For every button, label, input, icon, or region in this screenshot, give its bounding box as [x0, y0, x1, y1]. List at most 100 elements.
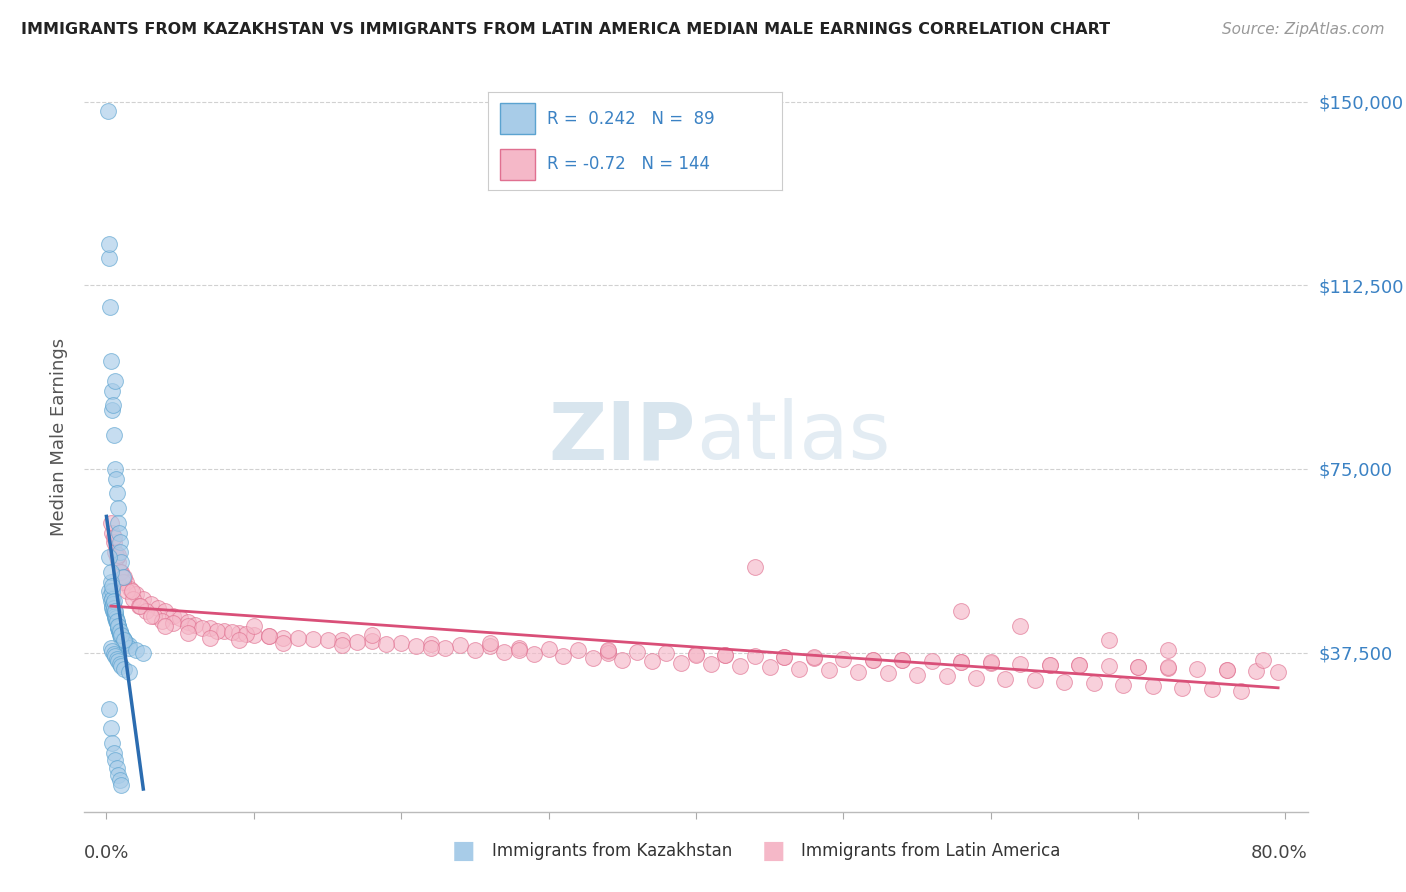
Point	[105, 615, 128, 629]
Point	[100, 384, 122, 398]
Point	[685, 647, 707, 661]
Point	[112, 569, 135, 583]
Point	[758, 660, 780, 674]
Point	[103, 535, 125, 549]
Point	[162, 608, 184, 623]
Point	[112, 633, 135, 648]
Point	[103, 746, 125, 760]
Point	[100, 584, 122, 599]
Point	[494, 645, 516, 659]
Point	[101, 398, 124, 412]
Point	[1156, 643, 1178, 657]
Point	[103, 594, 125, 608]
Point	[699, 657, 721, 672]
Point	[257, 629, 280, 643]
Point	[905, 667, 928, 681]
Point	[108, 657, 131, 671]
Point	[107, 501, 129, 516]
Point	[100, 599, 122, 613]
Point	[101, 736, 124, 750]
Point	[105, 652, 128, 666]
Point	[100, 354, 122, 368]
Point	[162, 616, 184, 631]
Point	[1156, 661, 1178, 675]
Point	[191, 621, 214, 635]
Point	[104, 753, 127, 767]
Point	[105, 761, 128, 775]
Point	[257, 629, 280, 643]
Point	[105, 486, 128, 500]
Point	[287, 632, 309, 646]
Point	[107, 621, 129, 635]
Point	[107, 768, 129, 782]
Point	[139, 597, 162, 611]
Point	[228, 633, 250, 648]
Point	[135, 604, 157, 618]
Point	[117, 638, 139, 652]
Point	[104, 608, 127, 623]
Point	[965, 671, 987, 685]
Point	[876, 666, 898, 681]
Point	[110, 555, 132, 569]
Point	[111, 631, 134, 645]
Point	[862, 653, 884, 667]
Point	[1230, 683, 1253, 698]
Point	[98, 702, 121, 716]
Point	[108, 626, 131, 640]
Point	[111, 569, 134, 583]
Point	[107, 555, 129, 569]
Point	[125, 643, 148, 657]
Point	[112, 636, 135, 650]
Point	[1185, 662, 1208, 676]
Text: Immigrants from Kazakhstan: Immigrants from Kazakhstan	[492, 842, 733, 860]
Point	[110, 631, 132, 645]
Point	[214, 624, 236, 638]
Point	[1097, 633, 1119, 648]
Point	[155, 618, 177, 632]
Point	[1267, 665, 1289, 680]
Point	[142, 608, 165, 623]
Point	[104, 648, 127, 663]
Point	[419, 637, 441, 651]
Point	[508, 640, 530, 655]
Point	[98, 550, 121, 565]
Point	[478, 639, 501, 653]
Point	[1215, 663, 1237, 677]
Point	[125, 587, 148, 601]
Point	[950, 656, 973, 670]
Point	[107, 618, 129, 632]
Point	[728, 658, 751, 673]
Point	[101, 644, 124, 658]
Point	[98, 589, 121, 603]
Point	[110, 658, 132, 673]
Point	[567, 643, 589, 657]
Point	[121, 584, 143, 599]
Point	[330, 633, 353, 648]
Point	[97, 104, 120, 119]
Point	[104, 604, 127, 618]
Point	[111, 633, 134, 648]
Point	[108, 772, 131, 787]
Point	[221, 625, 243, 640]
Point	[103, 607, 125, 621]
Point	[434, 641, 457, 656]
Point	[103, 601, 125, 615]
Point	[508, 643, 530, 657]
Point	[103, 531, 125, 545]
Point	[108, 624, 131, 638]
Text: ■: ■	[762, 839, 785, 863]
Point	[139, 608, 162, 623]
Point	[1215, 663, 1237, 677]
Point	[100, 640, 122, 655]
Point	[817, 663, 839, 677]
Point	[1253, 653, 1275, 667]
Point	[112, 633, 135, 648]
Text: ■: ■	[453, 839, 475, 863]
Point	[103, 374, 125, 388]
Point	[1010, 657, 1032, 671]
Point	[100, 722, 122, 736]
Point	[1126, 660, 1149, 674]
Point	[994, 672, 1017, 686]
Point	[108, 626, 131, 640]
Point	[107, 516, 129, 530]
